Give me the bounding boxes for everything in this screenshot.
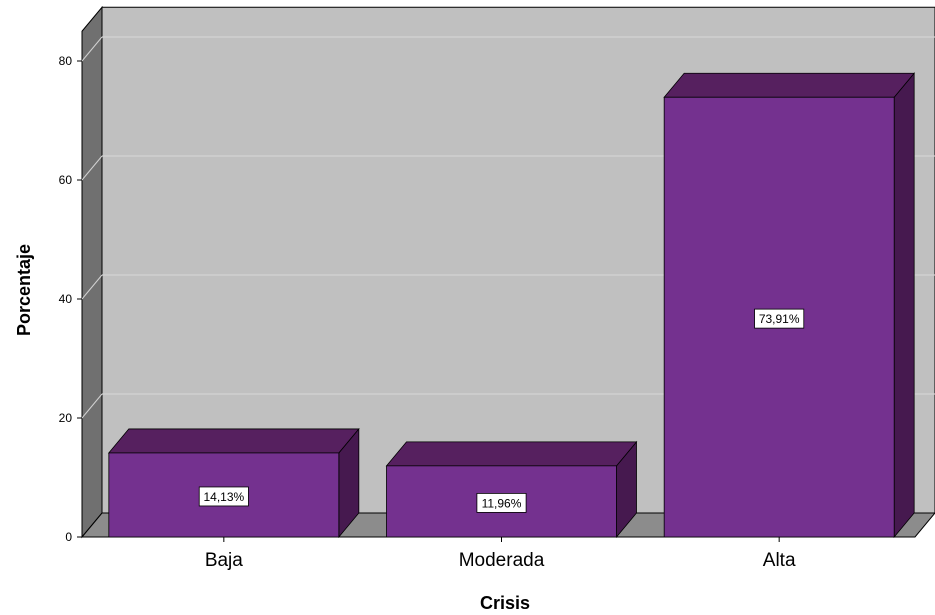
data-label-box (754, 308, 805, 329)
bar-side (893, 72, 915, 539)
bar-alta: 73,91% (663, 72, 916, 539)
bar-top (385, 441, 638, 467)
data-label: 11,96% (482, 496, 522, 510)
data-label-box (476, 493, 527, 513)
y-tick-label: 60 (59, 173, 73, 187)
gridline-side (81, 274, 103, 300)
side-wall (81, 5, 103, 539)
data-label: 14,13% (203, 490, 244, 504)
bar-top (663, 72, 916, 98)
gridline-side (81, 393, 103, 419)
bar-top (107, 428, 360, 454)
bar-moderada: 11,96% (385, 440, 638, 539)
data-label-box (198, 486, 249, 507)
y-axis-title: Porcentaje (14, 244, 34, 336)
gridline-side (81, 155, 103, 181)
y-tick-label: 20 (59, 411, 73, 425)
bar-front (108, 452, 340, 538)
data-label: 73,91% (759, 312, 800, 326)
category-label: Baja (205, 550, 243, 571)
bars: 14,13% 11,96% 73,91% (107, 72, 916, 539)
y-tick-label: 80 (59, 54, 73, 68)
category-label: Moderada (459, 550, 545, 571)
y-tick-label: 0 (65, 530, 72, 544)
x-axis-categories: Baja Moderada Alta (205, 537, 796, 571)
y-axis-ticks: 0 20 40 60 80 (59, 54, 82, 544)
category-label: Alta (763, 550, 796, 571)
bar-baja: 14,13% (107, 427, 360, 539)
gridline-side (81, 36, 103, 62)
x-axis-title: Crisis (480, 593, 530, 613)
y-tick-label: 40 (59, 292, 73, 306)
